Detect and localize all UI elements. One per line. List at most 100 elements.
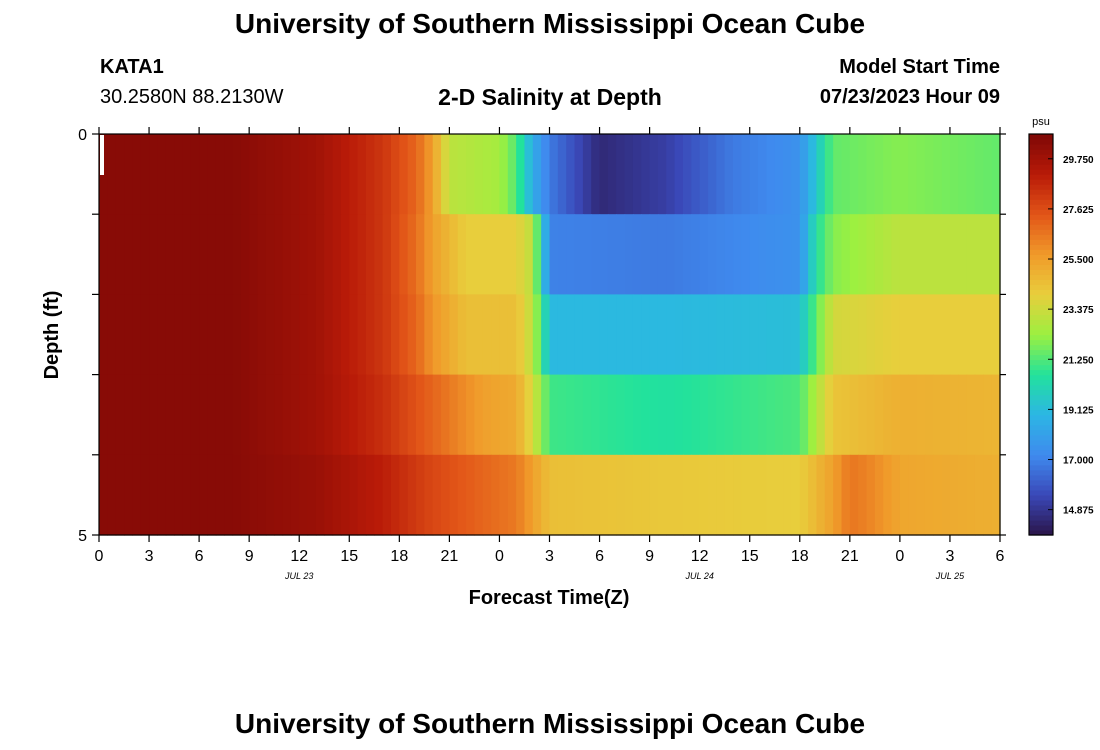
- heatmap-cell: [866, 294, 876, 376]
- colorbar-segment: [1029, 489, 1053, 496]
- heatmap-cell: [833, 214, 843, 295]
- heatmap-cell: [441, 454, 450, 536]
- colorbar-tick-label: 27.625: [1063, 205, 1094, 216]
- colorbar-segment: [1029, 514, 1053, 521]
- heatmap-cell: [758, 374, 767, 456]
- colorbar-segment: [1029, 264, 1053, 270]
- heatmap-cell: [424, 214, 434, 295]
- heatmap-cell: [883, 214, 893, 295]
- heatmap-cell: [199, 294, 209, 376]
- heatmap-cell: [557, 374, 567, 456]
- heatmap-cell: [808, 294, 818, 376]
- heatmap-cell: [149, 374, 158, 456]
- heatmap-cell: [541, 294, 551, 376]
- heatmap-cell: [416, 454, 425, 536]
- heatmap-cell: [766, 134, 776, 215]
- heatmap-cell: [591, 374, 601, 456]
- heatmap-cell: [758, 134, 767, 215]
- colorbar-segment: [1029, 499, 1053, 506]
- heatmap-cell: [549, 214, 559, 295]
- heatmap-cell: [416, 214, 425, 295]
- colorbar-segment: [1029, 464, 1053, 471]
- heatmap-cell: [858, 454, 868, 536]
- x-tick-label: 18: [791, 548, 809, 565]
- colorbar-segment: [1029, 519, 1053, 526]
- heatmap-cell: [749, 214, 759, 295]
- heatmap-cell: [282, 134, 292, 215]
- heatmap-cell: [340, 294, 350, 376]
- heatmap-cell: [816, 374, 826, 456]
- heatmap-cell: [607, 294, 617, 376]
- heatmap-cell: [124, 454, 133, 536]
- heatmap-cell: [849, 294, 859, 376]
- colorbar-segment: [1029, 304, 1053, 311]
- heatmap-cell: [499, 374, 509, 456]
- heatmap-cell: [899, 454, 909, 536]
- date-label: JUL 24: [684, 571, 713, 581]
- heatmap-cell: [758, 294, 767, 376]
- heatmap-cell: [766, 374, 776, 456]
- heatmap-cell: [574, 134, 584, 215]
- axes: 0 3 6 9 12 15 18 21 0 3 6 9 12 15 18 21 0 3 6 JUL 23 JUL 24 J…: [78, 127, 1006, 581]
- heatmap-cell: [507, 214, 517, 295]
- heatmap-cell: [591, 134, 601, 215]
- heatmap-cell: [499, 454, 509, 536]
- heatmap-cell: [641, 294, 651, 376]
- x-tick-label: 0: [495, 548, 504, 565]
- heatmap-cell: [132, 454, 142, 536]
- heatmap-cell: [207, 374, 217, 456]
- colorbar-segment: [1029, 209, 1053, 215]
- heatmap-cell: [424, 374, 434, 456]
- heatmap-cell: [491, 374, 501, 456]
- heatmap-cell: [424, 134, 434, 215]
- colorbar-tick-label: 14.875: [1063, 506, 1094, 517]
- heatmap-cell: [666, 134, 676, 215]
- heatmap-cell: [607, 134, 617, 215]
- colorbar-segment: [1029, 149, 1053, 155]
- heatmap-cell: [282, 214, 292, 295]
- heatmap-cell: [983, 294, 993, 376]
- colorbar-segment: [1029, 144, 1053, 150]
- colorbar-segment: [1029, 244, 1053, 250]
- heatmap-cell: [432, 374, 442, 456]
- heatmap-cell: [407, 134, 417, 215]
- heatmap-cell: [390, 294, 400, 376]
- heatmap-cell: [390, 454, 400, 536]
- heatmap-cell: [841, 294, 851, 376]
- heatmap-cell: [215, 294, 225, 376]
- colorbar-frame: [1028, 133, 1054, 536]
- model-start-value: 07/23/2023 Hour 09: [819, 86, 1000, 108]
- colorbar-segment: [1029, 479, 1053, 486]
- heatmap-cell: [290, 454, 300, 536]
- heatmap-cell: [157, 134, 167, 215]
- heatmap-cell: [733, 454, 742, 536]
- heatmap-cell: [140, 214, 150, 295]
- heatmap-cell: [758, 214, 767, 295]
- x-tick-label: 6: [996, 548, 1005, 565]
- x-tick-label: 3: [945, 548, 954, 565]
- heatmap-cell: [566, 454, 576, 536]
- heatmap-cell: [624, 374, 634, 456]
- heatmap-cell: [824, 374, 834, 456]
- heatmap-cell: [332, 214, 342, 295]
- heatmap-cell: [749, 374, 759, 456]
- heatmap-cell: [182, 134, 192, 215]
- colorbar-segment: [1029, 454, 1053, 461]
- heatmap-cell: [582, 374, 592, 456]
- heatmap-cell: [207, 214, 217, 295]
- heatmap-cell: [382, 294, 392, 376]
- colorbar-segment: [1029, 409, 1053, 416]
- heatmap-cell: [541, 214, 551, 295]
- colorbar-segment: [1029, 164, 1053, 170]
- heatmap-cell: [282, 294, 292, 376]
- heatmap-cell: [624, 454, 634, 536]
- heatmap-cell: [974, 214, 984, 295]
- colorbar-segment: [1029, 329, 1053, 336]
- heatmap-cell: [574, 374, 584, 456]
- heatmap-cell: [532, 294, 542, 376]
- x-tick-label: 6: [195, 548, 204, 565]
- heatmap-cell: [883, 134, 893, 215]
- heatmap-cell: [674, 294, 684, 376]
- heatmap-cell: [199, 214, 209, 295]
- heatmap-cell: [908, 214, 918, 295]
